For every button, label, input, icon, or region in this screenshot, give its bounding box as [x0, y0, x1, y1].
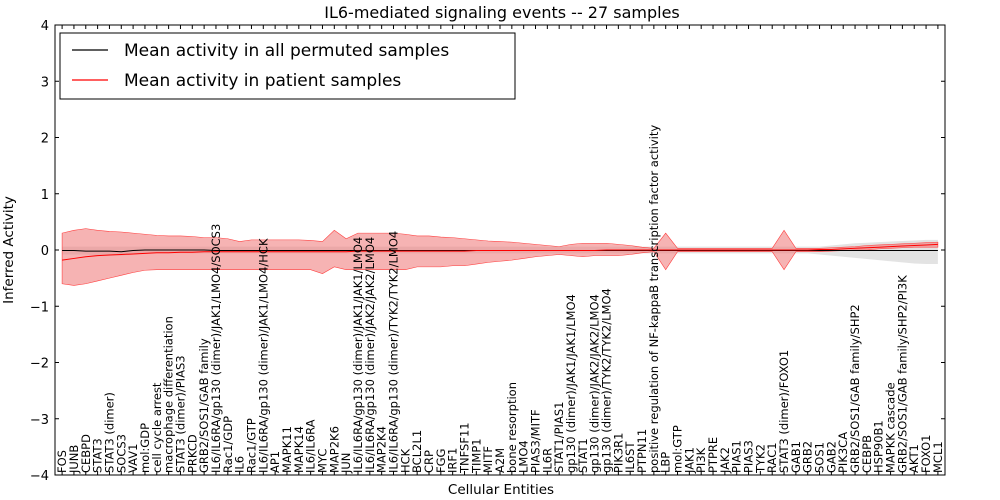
y-tick-label: −2: [30, 357, 49, 372]
x-tick-label: IL6R: [540, 448, 554, 473]
x-tick-label: PRKCD: [185, 434, 199, 473]
legend-label-permuted: Mean activity in all permuted samples: [124, 41, 449, 61]
x-tick-label: GAB1: [789, 441, 803, 473]
legend-label-patient: Mean activity in patient samples: [124, 71, 401, 91]
x-tick-label: MCL1: [931, 441, 945, 473]
patient-band: [61, 228, 939, 286]
x-tick-label: HSP90B1: [872, 420, 886, 473]
legend-box: [59, 32, 516, 100]
x-tick-label: MAP2K4: [375, 426, 389, 473]
y-axis-label: Inferred Activity: [1, 196, 17, 304]
x-tick-label: CRP: [422, 450, 436, 473]
x-tick-label: GRB2/SOS1/GAB family/SHP2/PI3K: [895, 275, 909, 473]
x-tick-label: macrophage differentiation: [162, 316, 176, 473]
x-tick-label: bone resorption: [505, 382, 519, 473]
x-tick-label: CEBPD: [79, 434, 93, 473]
x-tick-label: FOXO1: [919, 435, 933, 473]
x-tick-label: PTPRE: [706, 437, 720, 473]
x-tick-label: IL6: [233, 456, 247, 473]
x-tick-label: FOS: [55, 450, 69, 473]
chart-title: IL6-mediated signaling events -- 27 samp…: [324, 3, 680, 22]
x-tick-label: IL6/IL6RA/gp130 (dimer)/JAK1/JAK1/LMO4: [351, 237, 365, 473]
x-tick-label: VAV1: [126, 444, 140, 473]
x-tick-label: AKT1: [907, 444, 921, 473]
legend: Mean activity in all permuted samples Me…: [59, 32, 516, 100]
x-tick-label: STAT3 (dimer)/FOXO1: [777, 350, 791, 473]
y-tick-label: 4: [41, 19, 49, 34]
x-tick-label: MAPKK cascade: [884, 382, 898, 473]
x-tick-label: TYK2: [753, 444, 767, 474]
x-tick-label: cell cycle arrest: [150, 382, 164, 473]
x-tick-label: IL6/IL6RA/gp130 (dimer)/JAK1/LMO4/HCK: [256, 238, 270, 473]
x-tick-label: JUN: [339, 453, 353, 474]
x-tick-label: LBP: [659, 452, 673, 473]
x-tick-label: mol:GDP: [138, 423, 152, 473]
x-tick-label: PIAS3/MITF: [529, 409, 543, 473]
x-tick-label: IL6/IL6RA/gp130 (dimer)/TYK2/TYK2/LMO4: [386, 231, 400, 473]
x-tick-label: STAT3 (dimer)/PIAS3: [173, 355, 187, 473]
x-tick-label: LMO4: [517, 440, 531, 473]
x-tick-label: BCL2L1: [410, 430, 424, 473]
y-tick-label: −1: [30, 300, 49, 315]
x-tick-label: SOS1: [813, 442, 827, 473]
x-tick-label: STAT1: [576, 438, 590, 473]
x-tick-label: FGG: [434, 449, 448, 473]
x-axis-label: Cellular Entities: [448, 482, 554, 498]
x-tick-label: GAB2: [824, 441, 838, 473]
x-tick-label: SOCS3: [114, 434, 128, 473]
x-tick-label: STAT1/PIAS1: [552, 402, 566, 473]
x-tick-label: STAT3: [91, 438, 105, 473]
x-tick-label: gp130 (dimer)/JAK1/JAK1/LMO4: [564, 294, 578, 473]
x-tick-label: JAK2: [718, 447, 732, 474]
x-tick-label: GRB2/SOS1/GAB family/SHP2: [848, 304, 862, 473]
x-tick-label: TIMP1: [469, 438, 483, 474]
x-tick-label: CEBPB: [860, 435, 874, 473]
x-tick-label: MAP2K6: [327, 426, 341, 473]
x-tick-label: positive regulation of NF-kappaB transcr…: [647, 125, 661, 473]
x-tick-label: PIK3CA: [836, 432, 850, 473]
x-tick-label: Rac1/GTP: [244, 418, 258, 473]
y-tick-label: 2: [41, 132, 49, 147]
x-tick-label: mol:GTP: [671, 425, 685, 473]
x-tick-label: GRB2/SOS1/GAB family: [197, 338, 211, 473]
x-tick-label: PIAS3: [742, 440, 756, 473]
x-tick-label: PTPN11: [635, 429, 649, 473]
x-tick-label: IL6/IL6RA/gp130 (dimer)/JAK2/JAK2/LMO4: [363, 237, 377, 473]
x-tick-label: GRB2: [801, 441, 815, 473]
x-tick-label: TNFSF11: [457, 422, 471, 474]
x-tick-label: STAT3 (dimer): [102, 392, 116, 473]
x-tick-label: JUNB: [67, 445, 81, 474]
y-tick-label: 3: [41, 75, 49, 90]
x-tick-label: MAPK11: [280, 426, 294, 473]
x-tick-label: A2M: [493, 448, 507, 473]
x-tick-label: PI3K: [694, 447, 708, 473]
patient-mean-line: [62, 243, 938, 261]
x-tick-label: RAC1: [765, 442, 779, 473]
x-tick-label: JAK1: [682, 447, 696, 474]
x-tick-label: Rac1/GDP: [221, 416, 235, 473]
x-tick-label: IL6/IL6RA/gp130 (dimer)/JAK1/LMO4/SOCS3: [209, 224, 223, 473]
x-tick-label: IL6/IL6RA: [304, 419, 318, 473]
x-tick-label: AP1: [268, 451, 282, 473]
x-tick-label: gp130 (dimer)/TYK2/TYK2/LMO4: [600, 288, 614, 473]
y-tick-label: −3: [30, 413, 49, 428]
x-tick-label: IL6ST: [623, 441, 637, 473]
x-tick-label: IRF1: [446, 448, 460, 473]
x-tick-label: HCK: [398, 448, 412, 473]
x-tick-label: gp130 (dimer)/JAK2/JAK2/LMO4: [588, 294, 602, 473]
y-tick-label: 1: [41, 188, 49, 203]
x-tick-label: MYC: [315, 449, 329, 473]
y-tick-label: −4: [30, 469, 49, 484]
x-tick-label: PIK3R1: [611, 433, 625, 474]
x-tick-label: MITF: [481, 446, 495, 473]
y-tick-label: 0: [41, 244, 49, 259]
x-tick-label: PIAS1: [730, 440, 744, 473]
x-tick-label: MAPK14: [292, 426, 306, 473]
